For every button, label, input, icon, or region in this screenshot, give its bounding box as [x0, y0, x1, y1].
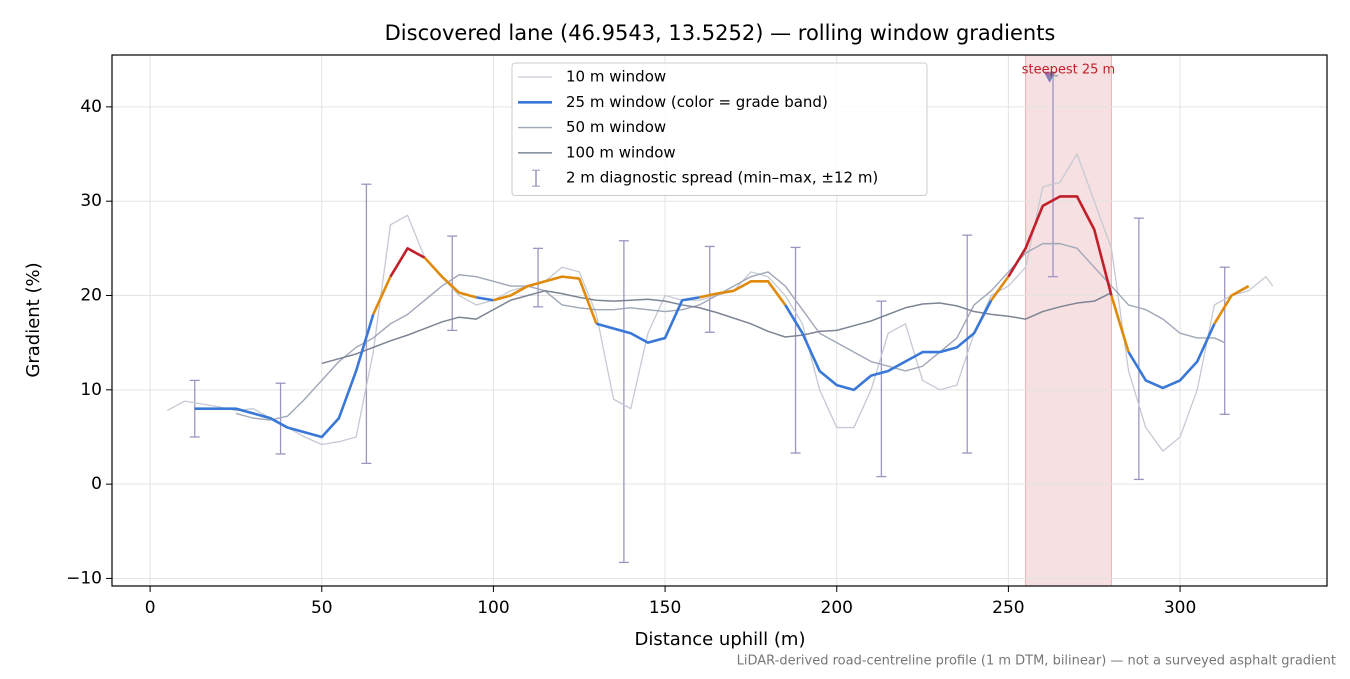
y-tick-label: 30 [80, 191, 102, 211]
y-tick-label: 40 [80, 97, 102, 117]
steepest-marker [1043, 71, 1056, 83]
series-line [493, 275, 598, 325]
legend-label: 10 m window [566, 68, 666, 86]
y-axis-label: Gradient (%) [23, 262, 44, 377]
legend-box [511, 62, 928, 196]
y-tick-label: 10 [80, 380, 102, 400]
x-tick-label: 0 [145, 598, 156, 618]
series-line [1213, 284, 1250, 325]
x-tick-label: 300 [1164, 598, 1196, 618]
x-tick-label: 50 [311, 598, 333, 618]
series-line [1110, 295, 1130, 353]
series-line [1007, 195, 1113, 296]
x-tick-label: 250 [992, 598, 1024, 618]
series-line [990, 275, 1010, 301]
steepest-label: steepest 25 m [1022, 63, 1115, 78]
legend-label: 50 m window [566, 118, 666, 136]
series-line [699, 280, 787, 306]
series-line [389, 247, 426, 278]
series-line [596, 296, 700, 344]
series-line [423, 256, 477, 299]
series-line [235, 242, 1225, 421]
x-tick-label: 200 [821, 598, 853, 618]
chart-title: Discovered lane (46.9543, 13.5252) — rol… [385, 21, 1056, 45]
series-line [321, 290, 1112, 365]
highlight-band [1025, 54, 1112, 587]
plot-frame [111, 54, 1328, 587]
y-tick-label: 0 [91, 474, 102, 494]
legend-label: 100 m window [566, 143, 676, 161]
series-line [372, 276, 392, 315]
series-line [194, 313, 375, 439]
series-line [476, 296, 494, 302]
legend-label: 2 m diagnostic spread (min–max, ±12 m) [566, 169, 878, 187]
series-line [784, 299, 993, 392]
x-tick-label: 100 [477, 598, 509, 618]
y-tick-label: 20 [80, 286, 102, 306]
footnote: LiDAR-derived road-centreline profile (1… [737, 654, 1336, 669]
y-tick-label: −10 [66, 568, 102, 588]
x-axis-label: Distance uphill (m) [635, 629, 806, 650]
x-tick-label: 150 [649, 598, 681, 618]
series-line [1127, 323, 1216, 390]
legend-label: 25 m window (color = grade band) [566, 93, 828, 111]
